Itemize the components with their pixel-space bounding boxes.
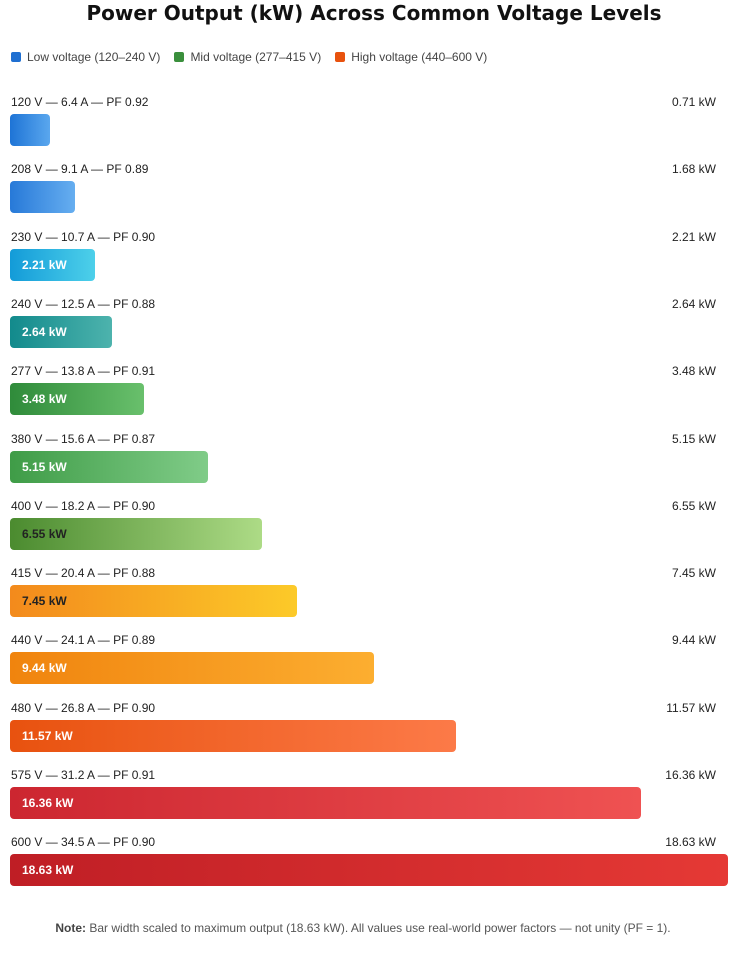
- category-label: 230 V — 10.7 A — PF 0.90: [11, 230, 156, 244]
- value-label: 2.64 kW: [671, 297, 716, 311]
- value-label: 11.57 kW: [666, 701, 716, 715]
- note-text: Bar width scaled to maximum output (18.6…: [86, 921, 671, 935]
- value-label: 2.21 kW: [671, 230, 716, 244]
- category-label: 277 V — 13.8 A — PF 0.91: [11, 364, 156, 378]
- category-label: 440 V — 24.1 A — PF 0.89: [11, 633, 156, 647]
- bar: 9.44 kW: [10, 652, 374, 684]
- bar: 7.45 kW: [10, 585, 297, 617]
- legend: Low voltage (120–240 V) Mid voltage (277…: [11, 49, 501, 65]
- chart-note: Note: Bar width scaled to maximum output…: [0, 921, 726, 935]
- value-label: 5.15 kW: [671, 432, 716, 446]
- legend-label-high: High voltage (440–600 V): [351, 50, 488, 64]
- bar: [10, 114, 50, 146]
- bar: 5.15 kW: [10, 451, 208, 483]
- value-label: 1.68 kW: [671, 162, 716, 176]
- bar: 3.48 kW: [10, 383, 144, 415]
- category-label: 600 V — 34.5 A — PF 0.90: [11, 835, 156, 849]
- bar: 16.36 kW: [10, 787, 641, 819]
- legend-swatch-low: [11, 52, 21, 62]
- legend-item-high: High voltage (440–600 V): [335, 50, 487, 64]
- legend-swatch-high: [335, 52, 346, 62]
- category-label: 400 V — 18.2 A — PF 0.90: [11, 499, 156, 513]
- bar: 6.55 kW: [10, 518, 262, 550]
- bar: 18.63 kW: [10, 854, 728, 886]
- category-label: 208 V — 9.1 A — PF 0.89: [11, 162, 149, 176]
- category-label: 575 V — 31.2 A — PF 0.91: [11, 768, 156, 782]
- legend-item-low: Low voltage (120–240 V): [11, 50, 160, 64]
- category-label: 415 V — 20.4 A — PF 0.88: [11, 566, 156, 580]
- bar: [10, 181, 75, 213]
- value-label: 3.48 kW: [671, 364, 716, 378]
- legend-item-mid: Mid voltage (277–415 V): [174, 50, 321, 64]
- value-label: 0.71 kW: [671, 95, 716, 109]
- value-label: 16.36 kW: [665, 768, 716, 782]
- legend-label-low: Low voltage (120–240 V): [27, 50, 161, 64]
- note-label: Note:: [55, 921, 87, 935]
- value-label: 18.63 kW: [665, 835, 716, 849]
- category-label: 480 V — 26.8 A — PF 0.90: [11, 701, 156, 715]
- value-label: 6.55 kW: [671, 499, 716, 513]
- legend-label-mid: Mid voltage (277–415 V): [190, 50, 322, 64]
- chart-title: Power Output (kW) Across Common Voltage …: [86, 1, 662, 25]
- bar: 2.64 kW: [10, 316, 112, 348]
- value-label: 9.44 kW: [671, 633, 716, 647]
- value-label: 7.45 kW: [671, 566, 716, 580]
- legend-swatch-mid: [174, 52, 185, 62]
- bar: 2.21 kW: [10, 249, 95, 281]
- category-label: 380 V — 15.6 A — PF 0.87: [11, 432, 156, 446]
- category-label: 240 V — 12.5 A — PF 0.88: [11, 297, 156, 311]
- category-label: 120 V — 6.4 A — PF 0.92: [11, 95, 149, 109]
- bar: 11.57 kW: [10, 720, 456, 752]
